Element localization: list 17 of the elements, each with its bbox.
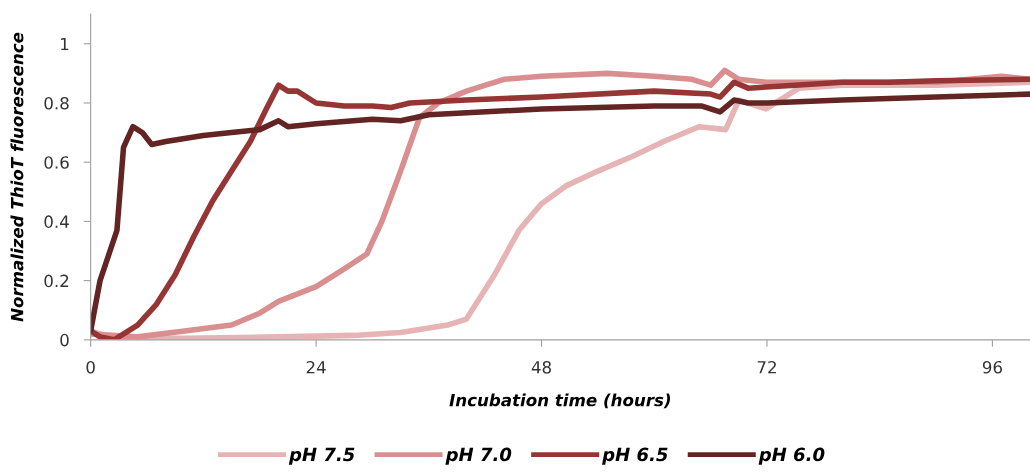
y-tick-label: 1 xyxy=(61,37,69,51)
x-tick-label: 48 xyxy=(531,360,551,374)
y-tick-label: 0.8 xyxy=(44,96,69,110)
y-tick-label: 0.2 xyxy=(44,274,69,288)
y-axis-title: Normalized ThioT fluorescence xyxy=(10,32,24,322)
legend-label: pH 6.5 xyxy=(602,447,668,465)
x-tick-label: 96 xyxy=(982,360,1002,374)
legend-label: pH 7.0 xyxy=(445,447,512,465)
y-tick-label: 0.6 xyxy=(44,156,69,169)
y-tick-label: 0.4 xyxy=(44,215,69,228)
y-tick-label: 0 xyxy=(60,333,69,347)
x-axis-title: Incubation time (hours) xyxy=(449,393,671,409)
x-tick-label: 0 xyxy=(86,360,95,374)
x-tick-label: 24 xyxy=(306,360,326,374)
x-tick-label: 72 xyxy=(757,360,776,374)
legend-label: pH 7.5 xyxy=(288,447,355,465)
legend-label: pH 6.0 xyxy=(758,447,825,465)
